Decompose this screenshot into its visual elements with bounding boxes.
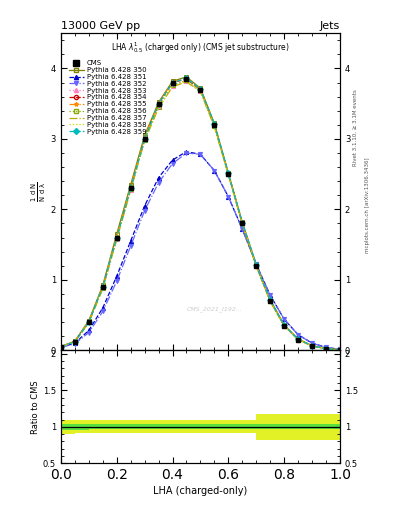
Text: LHA $\lambda^{1}_{0.5}$ (charged only) (CMS jet substructure): LHA $\lambda^{1}_{0.5}$ (charged only) (… bbox=[111, 39, 290, 54]
Legend: CMS, Pythia 6.428 350, Pythia 6.428 351, Pythia 6.428 352, Pythia 6.428 353, Pyt: CMS, Pythia 6.428 350, Pythia 6.428 351,… bbox=[67, 59, 148, 136]
X-axis label: LHA (charged-only): LHA (charged-only) bbox=[153, 486, 248, 497]
Y-axis label: $\frac{1}{\rm N}\,\frac{{\rm d}\,N}{{\rm d}\,\lambda}$: $\frac{1}{\rm N}\,\frac{{\rm d}\,N}{{\rm… bbox=[29, 182, 48, 202]
Text: mcplots.cern.ch [arXiv:1306.3436]: mcplots.cern.ch [arXiv:1306.3436] bbox=[365, 157, 370, 252]
Text: 13000 GeV pp: 13000 GeV pp bbox=[61, 21, 140, 31]
Y-axis label: Ratio to CMS: Ratio to CMS bbox=[31, 380, 40, 434]
Text: Rivet 3.1.10, ≥ 3.1M events: Rivet 3.1.10, ≥ 3.1M events bbox=[353, 90, 358, 166]
Text: CMS_2021_I192...: CMS_2021_I192... bbox=[186, 306, 242, 312]
Text: Jets: Jets bbox=[320, 21, 340, 31]
